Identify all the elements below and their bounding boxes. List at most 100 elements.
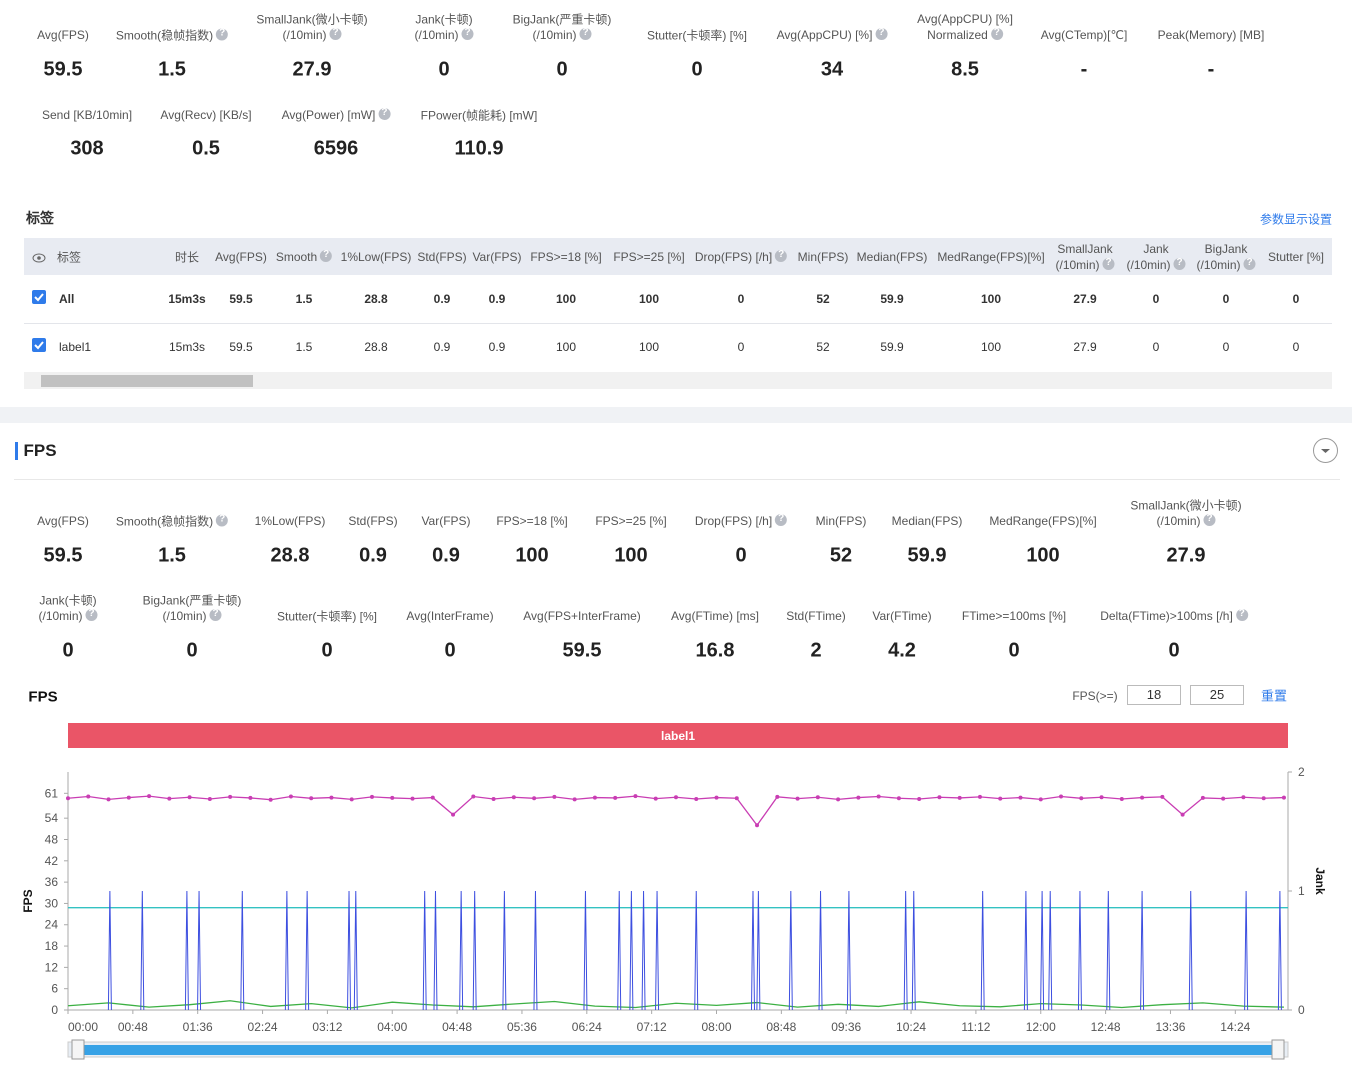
- help-icon[interactable]: [85, 608, 98, 621]
- help-icon[interactable]: [775, 513, 788, 526]
- series-point: [147, 794, 152, 799]
- label-text: (/10min): [38, 609, 83, 623]
- checkbox[interactable]: [32, 290, 46, 304]
- series-point: [167, 796, 172, 801]
- metric-label: Median(FPS): [892, 514, 963, 528]
- metric-value: 0: [1008, 639, 1020, 662]
- metric-label: FPS>=25 [%]: [595, 514, 666, 528]
- series-point: [288, 794, 293, 799]
- label-text: Delta(FTime)>100ms [/h]: [1100, 609, 1233, 623]
- table-cell: 100: [555, 292, 577, 306]
- help-icon[interactable]: [216, 514, 229, 527]
- threshold-input[interactable]: 25: [1190, 685, 1244, 705]
- jank-spike: [305, 890, 310, 1011]
- table-cell: 0: [1222, 340, 1230, 354]
- metric-label: Avg(Recv) [KB/s]: [160, 108, 251, 122]
- label-text: (/10min): [414, 28, 459, 42]
- label-band-text: label1: [661, 729, 695, 743]
- label-text: BigJank(严重卡顿): [142, 593, 242, 608]
- metric-value: 0.5: [192, 137, 220, 160]
- y-tick-label: 0: [51, 1003, 58, 1017]
- series-point: [592, 795, 597, 800]
- table-cell: 1.5: [295, 292, 313, 306]
- help-icon[interactable]: [378, 107, 391, 120]
- column-header: 时长: [175, 249, 199, 266]
- series-point: [248, 795, 253, 800]
- table-cell: 100: [555, 340, 577, 354]
- metric-label: Send [KB/10min]: [42, 108, 132, 122]
- jank-spike: [788, 890, 793, 1011]
- y2-tick-label: 1: [1298, 884, 1305, 898]
- series-point: [390, 795, 395, 800]
- series-point: [613, 795, 618, 800]
- label-text: Peak(Memory) [MB]: [1157, 28, 1265, 42]
- jank-spike: [750, 890, 755, 1011]
- metric-label: (/10min): [532, 27, 592, 42]
- help-icon[interactable]: [320, 249, 333, 262]
- metric-label: 1%Low(FPS): [255, 514, 326, 528]
- metric-value: 59.5: [43, 58, 83, 81]
- help-icon[interactable]: [209, 608, 222, 621]
- jank-spike: [502, 890, 507, 1011]
- metric-label: Peak(Memory) [MB]: [1158, 28, 1265, 42]
- table-cell: 100: [980, 292, 1002, 306]
- help-icon[interactable]: [461, 27, 474, 40]
- metric-value: 0: [438, 58, 450, 81]
- series-point: [1140, 795, 1145, 800]
- header-text: Std(FPS): [417, 250, 467, 264]
- metric-value: 1.5: [158, 58, 186, 81]
- help-icon[interactable]: [1235, 608, 1248, 621]
- help-icon[interactable]: [579, 27, 592, 40]
- metric-value: 59.5: [43, 544, 83, 567]
- help-icon[interactable]: [1203, 513, 1216, 526]
- metric-label: Stutter(卡顿率) [%]: [647, 27, 747, 44]
- metric-value: 0: [556, 58, 568, 81]
- label-text: Var(FPS): [421, 514, 471, 528]
- zoom-handle[interactable]: [1271, 1039, 1285, 1060]
- metric-label: Avg(FTime) [ms]: [671, 609, 759, 623]
- series-point: [937, 795, 942, 800]
- help-icon[interactable]: [1102, 257, 1115, 270]
- x-tick-label: 00:00: [68, 1020, 98, 1034]
- scroll-thumb[interactable]: [41, 375, 253, 387]
- label-text: Std(FPS): [348, 514, 398, 528]
- header-text: 时长: [174, 250, 200, 265]
- help-icon[interactable]: [1243, 257, 1256, 270]
- collapse-button[interactable]: [1313, 438, 1338, 463]
- reset-link[interactable]: 重置: [1260, 688, 1288, 704]
- help-icon[interactable]: [775, 249, 788, 262]
- settings-link[interactable]: 参数显示设置: [1259, 212, 1333, 227]
- series-point: [329, 795, 334, 800]
- header-text: 标签: [57, 250, 82, 265]
- label-text: Var(FTime): [872, 609, 932, 623]
- x-tick-label: 02:24: [248, 1020, 278, 1034]
- jank-spike: [1048, 890, 1053, 1011]
- jank-spike: [980, 890, 985, 1011]
- jank-spike: [1077, 890, 1082, 1011]
- metric-label: Avg(Power) [mW]: [282, 107, 391, 122]
- jank-spike: [655, 890, 660, 1011]
- metric-label: Std(FTime): [786, 609, 846, 623]
- help-icon[interactable]: [216, 28, 229, 41]
- help-icon[interactable]: [990, 27, 1003, 40]
- label-text: Stutter(卡顿率) [%]: [276, 609, 378, 624]
- table-cell: 15m3s: [168, 340, 206, 354]
- y-tick-label: 48: [45, 832, 59, 846]
- table-cell: 0.9: [488, 292, 506, 306]
- help-icon[interactable]: [875, 27, 888, 40]
- label-text: MedRange(FPS)[%]: [989, 514, 1097, 528]
- header-text: FPS>=25 [%]: [613, 250, 685, 264]
- checkbox[interactable]: [32, 338, 46, 352]
- help-icon[interactable]: [329, 27, 342, 40]
- label-text: Jank(卡顿): [39, 593, 97, 608]
- jank-spike: [472, 890, 477, 1011]
- help-icon[interactable]: [1173, 257, 1186, 270]
- label-text: SmallJank(微小卡顿): [1130, 498, 1242, 513]
- x-tick-label: 08:48: [766, 1020, 796, 1034]
- section-gap: [0, 407, 1352, 423]
- scrollbar[interactable]: [24, 372, 1332, 389]
- threshold-input[interactable]: 18: [1127, 685, 1181, 705]
- table-cell: 1.5: [295, 340, 313, 354]
- zoom-handle[interactable]: [71, 1039, 85, 1060]
